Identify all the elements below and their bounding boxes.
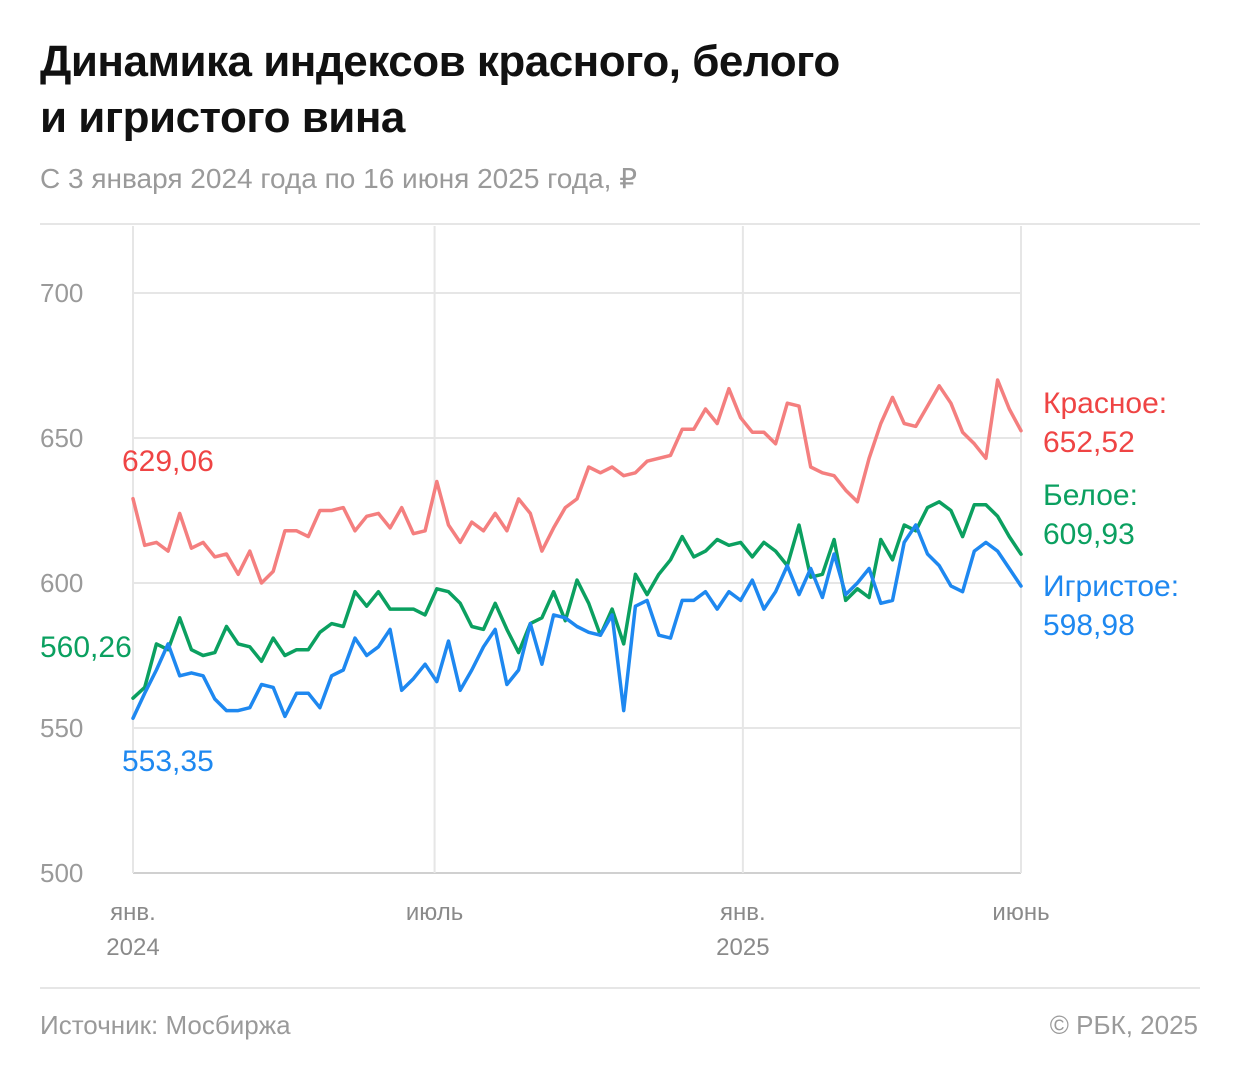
chart-subtitle: С 3 января 2024 года по 16 июня 2025 год… [40,163,638,194]
end-series-name-red: Красное: [1043,387,1167,420]
x-tick-label: янв. [720,899,766,926]
end-series-name-sparkling: Игристое: [1043,570,1179,603]
title-line-1: Динамика индексов красного, белого [40,37,840,86]
bottom-divider [40,987,1200,989]
y-tick-label: 550 [40,713,83,743]
x-tick-year-label: 2025 [716,934,769,961]
grid [132,226,1022,874]
end-value-label-sparkling: 598,98 [1043,609,1135,642]
y-tick-label: 500 [40,858,83,888]
series-lines [131,378,1023,721]
end-series-name-white: Белое: [1043,479,1138,512]
x-tick-label: июль [406,899,463,926]
copyright: © РБК, 2025 [1049,1010,1198,1040]
chart-labels: 700 650 600 550 500 янв. 2024 июль янв. 2025 июнь 6… [40,278,1179,961]
series-line-red [131,378,1023,585]
line-chart: 700 650 600 550 500 янв. 2024 июль янв. 2025 июнь 6… [40,226,1179,961]
title-line-2: и игристого вина [40,93,405,142]
source-note: Источник: Мосбиржа [40,1010,291,1040]
series-line-sparkling [131,523,1023,721]
x-tick-label: янв. [110,899,156,926]
y-tick-label: 600 [40,568,83,598]
end-value-label-red: 652,52 [1043,426,1135,459]
end-value-label-white: 609,93 [1043,518,1135,551]
x-tick-year-label: 2024 [106,934,159,961]
top-divider [40,223,1200,225]
start-value-label-sparkling: 553,35 [122,745,214,778]
start-value-label-red: 629,06 [122,445,214,478]
x-tick-label: июнь [992,899,1049,926]
chart-title: Динамика индексов красного, белого и игр… [40,34,1140,146]
start-value-label-white: 560,26 [40,631,132,664]
y-tick-label: 650 [40,423,83,453]
y-tick-label: 700 [40,278,83,308]
